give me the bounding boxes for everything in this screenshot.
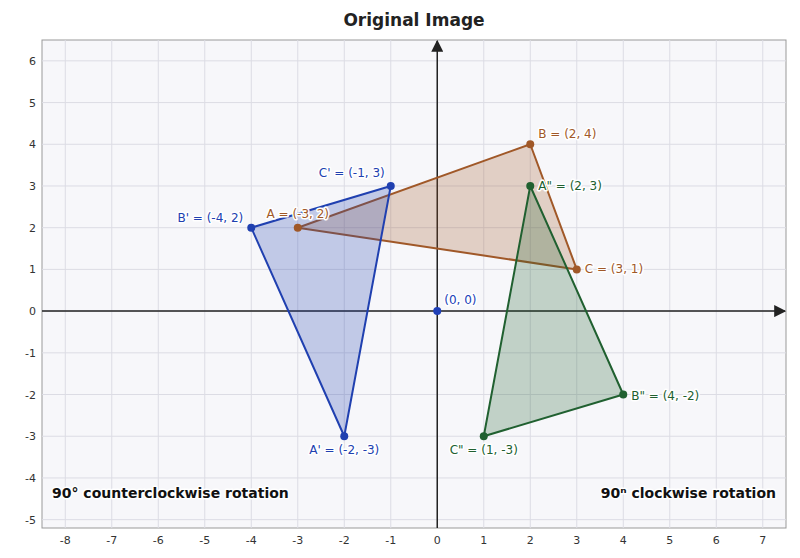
annotations: 90° counterclockwise rotation 90ⁿ clockwi… [52, 485, 776, 501]
grid [42, 40, 786, 528]
vertex-point [573, 265, 581, 273]
y-grid-line [42, 519, 786, 520]
x-grid-line [576, 40, 577, 528]
point-label: C = (3, 1) [585, 262, 643, 276]
x-tick-label: -5 [199, 534, 210, 547]
vertex-point [480, 432, 488, 440]
point-label: C' = (-1, 3) [319, 166, 385, 180]
x-grid-line [251, 40, 252, 528]
y-tick-label: 4 [29, 138, 36, 151]
x-grid-line [623, 40, 624, 528]
y-tick-label: 1 [29, 263, 36, 276]
x-grid-line [390, 40, 391, 528]
x-tick-label: 3 [573, 534, 580, 547]
x-tick-label: -3 [292, 534, 303, 547]
tick-labels: -8 -7 -6 -5 -4 -3 -2 -1 0 1 2 3 4 5 6 7 -5 -4 -3 -2 -1 0 1 2 3 4 5… [25, 55, 766, 547]
y-tick-label: -2 [25, 389, 36, 402]
point-label: B" = (4, -2) [631, 389, 699, 403]
x-grid-line [65, 40, 66, 528]
x-axis-line [42, 310, 785, 312]
y-grid-line [42, 352, 786, 353]
vertex-point [526, 140, 534, 148]
axes [42, 41, 785, 528]
x-grid-line [762, 40, 763, 528]
triangle [484, 186, 624, 436]
point-label: B' = (-4, 2) [177, 211, 243, 225]
point-label: A" = (2, 3) [538, 179, 602, 193]
y-grid-line [42, 102, 786, 103]
y-tick-label: -3 [25, 430, 36, 443]
title: Original Image [343, 10, 484, 30]
y-tick-label: -4 [25, 472, 36, 485]
y-tick-label: -1 [25, 347, 36, 360]
y-grid-line [42, 311, 786, 312]
x-tick-label: -8 [60, 534, 71, 547]
y-tick-label: 6 [29, 55, 36, 68]
annotation: 90ⁿ clockwise rotation [601, 485, 776, 501]
x-tick-label: 1 [480, 534, 487, 547]
plot-frame [42, 40, 786, 528]
point-label: C" = (1, -3) [450, 443, 518, 457]
y-tick-label: -5 [25, 514, 36, 527]
y-grid-line [42, 60, 786, 61]
point-label: A' = (-2, -3) [309, 443, 379, 457]
y-tick-label: 2 [29, 222, 36, 235]
x-grid-line [437, 40, 438, 528]
x-tick-label: -7 [106, 534, 117, 547]
x-grid-line [716, 40, 717, 528]
x-grid-line [669, 40, 670, 528]
vertex-point [619, 391, 627, 399]
y-grid-line [42, 144, 786, 145]
x-tick-label: 5 [666, 534, 673, 547]
marks [247, 140, 627, 440]
point-label: B = (2, 4) [538, 127, 596, 141]
triangle [251, 186, 391, 436]
vertex-point [247, 224, 255, 232]
y-grid-line [42, 269, 786, 270]
y-grid-line [42, 436, 786, 437]
x-tick-label: -4 [246, 534, 257, 547]
x-grid-line [204, 40, 205, 528]
y-tick-label: 0 [29, 305, 36, 318]
x-tick-label: 7 [759, 534, 766, 547]
x-tick-label: -1 [385, 534, 396, 547]
y-tick-label: 5 [29, 97, 36, 110]
y-axis-line [437, 41, 439, 528]
point-label: A = (-3, 2) [267, 207, 329, 221]
x-tick-label: -6 [153, 534, 164, 547]
y-tick-label: 3 [29, 180, 36, 193]
vertex-point [340, 432, 348, 440]
x-tick-label: 0 [434, 534, 441, 547]
x-tick-label: -2 [339, 534, 350, 547]
vertex-point [387, 182, 395, 190]
y-grid-line [42, 477, 786, 478]
x-grid-line [111, 40, 112, 528]
vertex-point [526, 182, 534, 190]
chart: -8 -7 -6 -5 -4 -3 -2 -1 0 1 2 3 4 5 6 7 -5 -4 -3 -2 -1 0 1 2 3 4 5… [0, 0, 800, 558]
vertex-point [433, 307, 441, 315]
x-tick-label: 4 [620, 534, 627, 547]
point-label: (0, 0) [444, 293, 476, 307]
x-tick-label: 6 [713, 534, 720, 547]
point-labels: A = (-3, 2) B = (2, 4) C = (3, 1) A' = (-2,… [177, 127, 699, 457]
x-tick-label: 2 [527, 534, 534, 547]
vertex-point [294, 224, 302, 232]
x-grid-line [158, 40, 159, 528]
annotation: 90° counterclockwise rotation [52, 485, 289, 501]
